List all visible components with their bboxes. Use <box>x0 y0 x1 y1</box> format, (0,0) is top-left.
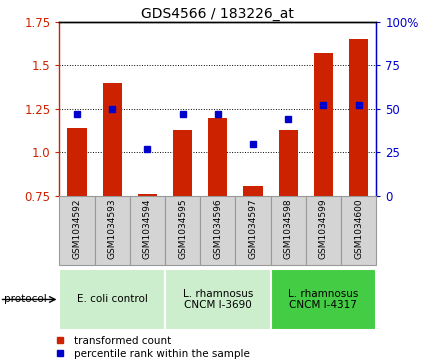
Bar <box>165 269 271 330</box>
Text: GSM1034599: GSM1034599 <box>319 199 328 260</box>
Bar <box>235 196 271 265</box>
Text: GSM1034594: GSM1034594 <box>143 199 152 260</box>
Bar <box>341 196 376 265</box>
Bar <box>173 130 192 196</box>
Text: GSM1034596: GSM1034596 <box>213 199 222 260</box>
Text: GSM1034595: GSM1034595 <box>178 199 187 260</box>
Bar <box>138 194 157 196</box>
Bar <box>95 196 130 265</box>
Text: GSM1034598: GSM1034598 <box>284 199 293 260</box>
Bar <box>200 196 235 265</box>
Text: GSM1034597: GSM1034597 <box>249 199 257 260</box>
Bar <box>271 196 306 265</box>
Title: GDS4566 / 183226_at: GDS4566 / 183226_at <box>141 7 294 21</box>
Bar <box>279 130 298 196</box>
Bar <box>306 196 341 265</box>
Bar <box>243 185 263 196</box>
Text: L. rhamnosus
CNCM I-4317: L. rhamnosus CNCM I-4317 <box>288 289 359 310</box>
Text: protocol: protocol <box>4 294 47 305</box>
Bar <box>314 53 333 196</box>
Text: E. coli control: E. coli control <box>77 294 148 305</box>
Bar <box>103 83 122 196</box>
Bar <box>67 128 87 196</box>
Bar <box>208 118 227 196</box>
Bar <box>349 39 368 196</box>
Bar <box>165 196 200 265</box>
Legend: transformed count, percentile rank within the sample: transformed count, percentile rank withi… <box>49 335 250 359</box>
Text: L. rhamnosus
CNCM I-3690: L. rhamnosus CNCM I-3690 <box>183 289 253 310</box>
Text: GSM1034592: GSM1034592 <box>73 199 81 260</box>
Bar <box>130 196 165 265</box>
Bar <box>59 269 165 330</box>
Bar <box>59 196 95 265</box>
Text: GSM1034600: GSM1034600 <box>354 199 363 260</box>
Bar <box>271 269 376 330</box>
Text: GSM1034593: GSM1034593 <box>108 199 117 260</box>
